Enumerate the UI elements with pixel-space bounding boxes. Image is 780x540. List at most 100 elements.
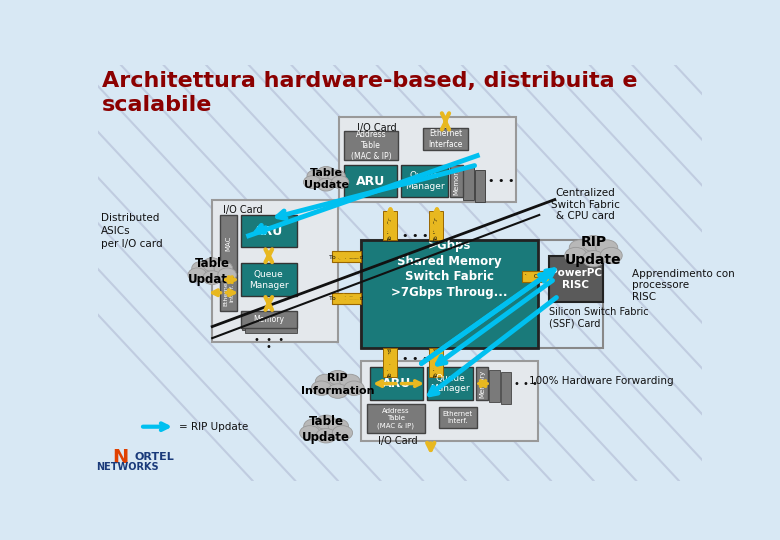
Text: ARU: ARU <box>254 225 283 238</box>
Ellipse shape <box>303 176 321 188</box>
FancyBboxPatch shape <box>401 165 448 197</box>
Ellipse shape <box>188 268 207 282</box>
Ellipse shape <box>600 247 622 264</box>
FancyBboxPatch shape <box>245 316 297 333</box>
FancyBboxPatch shape <box>370 367 423 400</box>
FancyBboxPatch shape <box>548 256 603 302</box>
Text: = RIP Update: = RIP Update <box>179 422 248 431</box>
Text: ARU: ARU <box>382 377 411 390</box>
Text: Memory: Memory <box>453 167 459 195</box>
Ellipse shape <box>316 429 336 443</box>
Text: MAC: MAC <box>225 236 232 251</box>
Ellipse shape <box>340 374 360 389</box>
Ellipse shape <box>332 176 349 188</box>
Ellipse shape <box>317 166 335 179</box>
Text: Ethernet
Interf.: Ethernet Interf. <box>443 411 473 424</box>
Text: Architettura hardware-based, distribuita e
scalabile: Architettura hardware-based, distribuita… <box>102 71 638 115</box>
Ellipse shape <box>316 415 336 429</box>
FancyBboxPatch shape <box>339 117 516 202</box>
FancyBboxPatch shape <box>501 372 511 404</box>
Ellipse shape <box>583 251 604 267</box>
Text: ARU: ARU <box>356 174 385 187</box>
Text: Centralized
Switch Fabric
& CPU card: Centralized Switch Fabric & CPU card <box>551 188 620 221</box>
FancyBboxPatch shape <box>332 293 361 303</box>
FancyBboxPatch shape <box>383 211 397 240</box>
Text: Memory: Memory <box>479 369 485 397</box>
Text: • • •: • • • <box>402 354 428 364</box>
Ellipse shape <box>203 258 222 272</box>
Ellipse shape <box>596 240 618 256</box>
Ellipse shape <box>583 235 604 252</box>
Text: Table
Update: Table Update <box>303 167 349 190</box>
FancyBboxPatch shape <box>241 264 296 296</box>
Text: RIP
Information: RIP Information <box>301 373 374 395</box>
FancyBboxPatch shape <box>429 348 443 377</box>
FancyBboxPatch shape <box>361 240 537 348</box>
FancyBboxPatch shape <box>332 251 361 262</box>
Text: To I/O Card: To I/O Card <box>387 348 392 377</box>
Ellipse shape <box>218 268 236 282</box>
FancyBboxPatch shape <box>423 128 468 150</box>
FancyBboxPatch shape <box>241 215 296 247</box>
FancyBboxPatch shape <box>429 211 443 240</box>
Text: Apprendimento con
processore
RISC: Apprendimento con processore RISC <box>633 269 735 302</box>
Ellipse shape <box>317 178 335 191</box>
Ellipse shape <box>328 419 349 433</box>
Text: •  •  •: • • • <box>254 335 284 346</box>
Text: To I/O Card: To I/O Card <box>387 211 392 241</box>
Text: >Gbps
Shared Memory
Switch Fabric
>7Gbps Throug...: >Gbps Shared Memory Switch Fabric >7Gbps… <box>391 239 508 299</box>
FancyBboxPatch shape <box>220 215 237 273</box>
Text: I/O Card: I/O Card <box>357 123 397 132</box>
Ellipse shape <box>315 374 335 389</box>
FancyBboxPatch shape <box>241 311 296 328</box>
Text: To CPU: To CPU <box>525 274 546 279</box>
Ellipse shape <box>332 426 353 440</box>
FancyBboxPatch shape <box>212 200 338 342</box>
Ellipse shape <box>344 381 364 395</box>
Text: Table
Update: Table Update <box>188 256 236 286</box>
FancyBboxPatch shape <box>383 348 397 377</box>
Text: Queue
Manager: Queue Manager <box>431 374 470 394</box>
FancyBboxPatch shape <box>489 370 500 402</box>
Text: To I/O Card: To I/O Card <box>434 348 438 377</box>
Ellipse shape <box>328 384 348 399</box>
FancyBboxPatch shape <box>463 167 474 200</box>
Ellipse shape <box>565 247 587 264</box>
Text: N: N <box>112 448 129 467</box>
Text: • • •: • • • <box>402 231 428 241</box>
Text: • • •: • • • <box>514 379 537 389</box>
FancyBboxPatch shape <box>438 407 477 428</box>
Ellipse shape <box>303 419 324 433</box>
Text: Ethernet
Interface: Ethernet Interface <box>428 129 463 149</box>
Ellipse shape <box>300 426 320 440</box>
FancyBboxPatch shape <box>522 271 548 282</box>
Text: RIP
Update: RIP Update <box>566 235 622 267</box>
FancyBboxPatch shape <box>344 131 399 160</box>
Text: To I/O Card: To I/O Card <box>329 254 363 259</box>
Ellipse shape <box>307 170 324 183</box>
Ellipse shape <box>192 261 211 275</box>
Text: ORTEL: ORTEL <box>135 453 175 462</box>
FancyBboxPatch shape <box>475 170 485 202</box>
FancyBboxPatch shape <box>450 165 463 197</box>
Text: Distributed
ASICs
per I/O card: Distributed ASICs per I/O card <box>101 213 163 249</box>
Text: Silicon Switch Fabric
(SSF) Card: Silicon Switch Fabric (SSF) Card <box>548 307 648 329</box>
FancyBboxPatch shape <box>476 367 488 400</box>
Ellipse shape <box>569 240 591 256</box>
FancyBboxPatch shape <box>243 314 296 330</box>
Text: • • •: • • • <box>488 176 515 186</box>
Text: NETWORKS: NETWORKS <box>97 462 159 472</box>
Text: To I/O Card: To I/O Card <box>434 211 438 241</box>
Text: I/O Card: I/O Card <box>223 205 263 215</box>
Ellipse shape <box>328 170 346 183</box>
Text: Address
Table
(MAC & IP): Address Table (MAC & IP) <box>351 130 392 161</box>
Text: 100% Hardware Forwarding: 100% Hardware Forwarding <box>529 375 674 386</box>
FancyBboxPatch shape <box>220 274 237 311</box>
FancyBboxPatch shape <box>344 165 397 197</box>
Ellipse shape <box>311 381 332 395</box>
Ellipse shape <box>328 370 348 385</box>
Text: To I/O Card: To I/O Card <box>329 295 363 301</box>
Text: Address
Table
(MAC & IP): Address Table (MAC & IP) <box>378 408 414 429</box>
Text: Memory: Memory <box>254 315 284 324</box>
Ellipse shape <box>214 261 232 275</box>
